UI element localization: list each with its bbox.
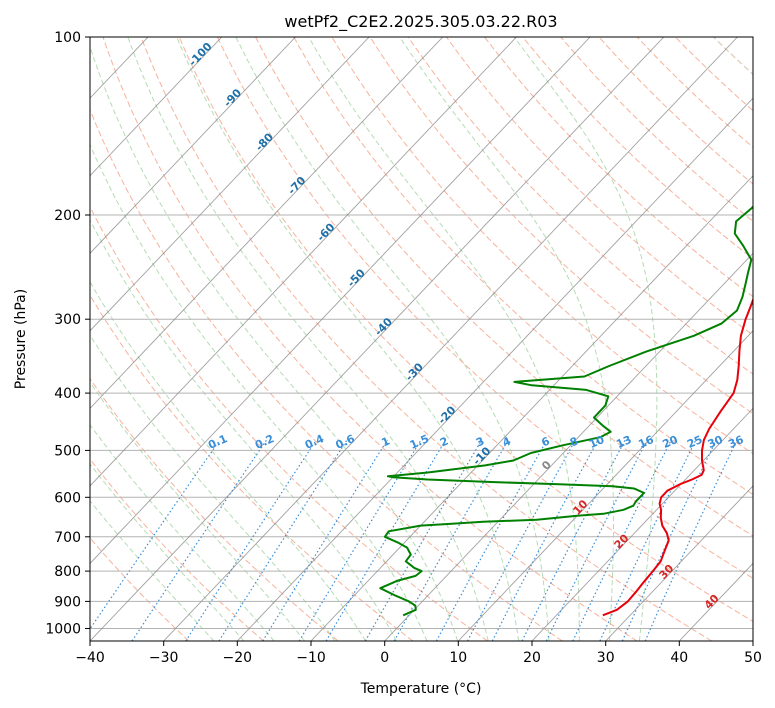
dry-adiabat — [102, 37, 638, 641]
mixing-ratio-label: 20 — [661, 433, 681, 451]
x-tick-label: −40 — [75, 650, 105, 666]
x-tick-label: 50 — [744, 650, 762, 666]
dry-adiabat — [331, 37, 753, 455]
x-axis-label: Temperature (°C) — [360, 681, 482, 697]
isotherm — [90, 37, 517, 487]
mixing-ratio-line — [599, 439, 697, 641]
dry-adiabat — [90, 537, 190, 641]
moist-adiabat — [90, 463, 245, 641]
isotherm — [90, 37, 591, 565]
dry-adiabat — [178, 37, 753, 623]
x-tick-label: −10 — [296, 650, 326, 666]
dry-adiabat — [255, 37, 753, 537]
dewpoint-line — [379, 205, 753, 617]
dry-adiabat — [140, 37, 712, 641]
dry-adiabat — [90, 294, 414, 641]
dry-adiabat — [90, 108, 563, 641]
moist-adiabat — [127, 37, 489, 641]
dry-adiabat — [560, 37, 753, 222]
moist-adiabat — [90, 500, 215, 641]
dry-adiabat — [293, 37, 753, 496]
y-tick-label: 700 — [54, 530, 81, 546]
mixing-ratio-line — [262, 439, 389, 641]
x-tick-label: 40 — [670, 650, 688, 666]
mixing-ratio-label: 30 — [706, 433, 726, 451]
x-tick-label: 0 — [380, 650, 389, 666]
y-tick-label: 900 — [54, 594, 81, 610]
isotherm — [384, 252, 753, 641]
x-tick-label: −20 — [223, 650, 253, 666]
moist-adiabat — [513, 37, 658, 641]
isotherm — [605, 485, 753, 641]
moist-adiabat — [90, 143, 428, 641]
x-tick-label: 30 — [597, 650, 615, 666]
plot-area — [90, 37, 753, 641]
moist-adiabat — [90, 45, 459, 641]
isotherm — [90, 37, 296, 254]
y-tick-label: 400 — [54, 386, 81, 402]
mixing-ratio-line — [325, 439, 447, 641]
plot-frame — [89, 36, 754, 642]
isotherms — [90, 37, 753, 641]
mixing-ratio-line — [545, 439, 648, 641]
mixing-ratio-line — [572, 439, 672, 641]
isotherm — [90, 37, 444, 410]
mixing-ratio-label: 13 — [614, 433, 633, 451]
moist-adiabat — [90, 381, 305, 641]
y-tick-label: 100 — [54, 30, 81, 46]
isotherm — [531, 407, 753, 641]
moist-adiabat — [90, 219, 397, 641]
y-tick-label: 500 — [54, 443, 81, 459]
y-tick-label: 300 — [54, 312, 81, 328]
mixing-ratio-line — [393, 439, 509, 641]
moist-adiabat — [235, 37, 550, 641]
dry-adiabat — [369, 37, 753, 415]
y-tick-label: 600 — [54, 490, 81, 506]
mixing-ratio-label: 10 — [587, 433, 607, 451]
mixing-ratio-label: 36 — [726, 433, 746, 451]
y-axis-ticks: 100 200 300 400 500 600 700 800 900 1000 — [45, 30, 90, 638]
dry-adiabat — [636, 37, 753, 148]
isotherm — [163, 37, 738, 641]
mixing-ratio-line — [491, 439, 599, 641]
isotherm — [236, 97, 753, 641]
mixing-ratio-line — [621, 439, 717, 641]
dry-adiabat — [598, 37, 753, 185]
x-tick-label: 10 — [449, 650, 467, 666]
mixing-ratio-line — [90, 439, 221, 630]
mixing-ratio-line — [521, 439, 626, 641]
y-tick-label: 800 — [54, 564, 81, 580]
chart-title: wetPf2_C2E2.2025.305.03.22.R03 — [284, 12, 557, 32]
moist-adiabat — [308, 37, 580, 641]
mixing-ratio-line — [644, 439, 738, 641]
mixing-ratio-line — [298, 439, 422, 641]
mixing-ratio-label: 25 — [685, 433, 704, 451]
temperature-line — [602, 297, 753, 617]
x-tick-label: −30 — [149, 650, 179, 666]
dry-adiabat — [407, 37, 753, 375]
moist-adiabat — [90, 281, 367, 641]
x-tick-label: 20 — [523, 650, 541, 666]
isotherm — [90, 37, 665, 641]
y-tick-label: 200 — [54, 208, 81, 224]
y-tick-label: 1000 — [45, 622, 81, 638]
mixing-ratio-lines — [90, 439, 738, 641]
isotherm — [90, 37, 223, 177]
isotherm — [457, 330, 753, 641]
dry-adiabat — [90, 458, 264, 641]
y-axis-label: Pressure (hPa) — [13, 289, 29, 389]
moist-adiabat — [176, 37, 520, 641]
moist-adiabat — [90, 334, 336, 641]
pressure-gridlines — [90, 37, 753, 629]
isotherm — [310, 175, 753, 641]
mixing-ratio-line — [131, 439, 268, 641]
isotherm — [90, 37, 370, 332]
profile-series — [379, 205, 753, 617]
mixing-ratio-label: 16 — [636, 433, 656, 451]
x-axis-ticks: −40 −30 −20 −10 0 10 20 30 40 50 — [75, 641, 762, 666]
